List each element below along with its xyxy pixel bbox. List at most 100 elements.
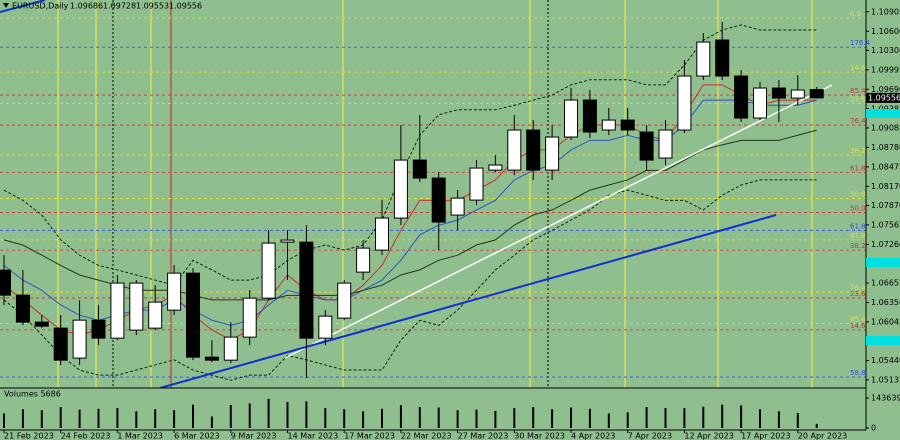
level-label: 76.4 bbox=[850, 117, 866, 125]
y-tick-label: 1.07870 bbox=[871, 201, 900, 210]
candle-body bbox=[790, 89, 805, 99]
ohlc-low: 1.09553 bbox=[136, 2, 169, 11]
candle-body bbox=[148, 301, 163, 329]
candle-body bbox=[450, 197, 465, 216]
candle-body bbox=[242, 297, 257, 338]
y-tick-label: 1.08475 bbox=[871, 162, 900, 171]
level-label: 23.6 bbox=[850, 290, 866, 298]
candle-body bbox=[167, 272, 182, 311]
candle-body bbox=[15, 294, 30, 323]
candle-body bbox=[261, 242, 276, 299]
candle-body bbox=[393, 159, 408, 219]
y-tick-label: 1.10300 bbox=[871, 46, 900, 55]
candle-body bbox=[601, 119, 616, 131]
level-label: 76.4 bbox=[850, 284, 866, 292]
indicator-line bbox=[3, 179, 817, 381]
candle-body bbox=[809, 89, 824, 99]
level-label: 85.4 bbox=[850, 87, 866, 95]
level-label: 14.6 bbox=[850, 322, 866, 330]
candle-body bbox=[375, 217, 389, 251]
x-tick-label: 7 Apr 2023 bbox=[628, 432, 672, 440]
candle-body bbox=[110, 282, 125, 339]
x-tick-label: 17 Apr 2023 bbox=[741, 432, 790, 440]
ohlc-high: 1.09728 bbox=[103, 2, 136, 11]
candle-body bbox=[469, 167, 484, 201]
candle-body bbox=[34, 321, 49, 327]
level-label: 50.0 bbox=[850, 190, 866, 198]
x-tick-label: 12 Apr 2023 bbox=[684, 432, 733, 440]
candle-body bbox=[356, 247, 371, 273]
candle-body bbox=[753, 87, 767, 119]
candle-body bbox=[412, 159, 427, 179]
candle-body bbox=[715, 39, 730, 77]
volume-tick-label: 0 bbox=[871, 424, 876, 433]
candle-body bbox=[91, 319, 106, 339]
candle-body bbox=[526, 129, 541, 171]
level-label: 0.0 bbox=[850, 10, 861, 18]
candle-body bbox=[299, 241, 314, 339]
ohlc-close: 1.09556 bbox=[169, 2, 202, 11]
y-tick-label: 1.08780 bbox=[871, 143, 900, 152]
price-marker bbox=[866, 258, 900, 267]
current-price-label: 1.09556 bbox=[868, 93, 900, 102]
header: EURUSD,Daily 1.09686 1.09728 1.09553 1.0… bbox=[3, 2, 202, 11]
level-label: 14.6 bbox=[850, 64, 866, 72]
level-label: 38.2 bbox=[850, 147, 866, 155]
candle-body bbox=[223, 336, 238, 361]
y-tick-label: 1.06350 bbox=[871, 298, 900, 307]
candle-body bbox=[129, 282, 144, 331]
price-marker bbox=[866, 109, 900, 118]
volume-label: Volumes 5686 bbox=[4, 390, 61, 399]
y-tick-label: 1.09995 bbox=[871, 65, 900, 74]
x-tick-label: 24 Feb 2023 bbox=[61, 432, 111, 440]
candle-body bbox=[337, 282, 352, 319]
trend-line bbox=[284, 84, 833, 359]
y-tick-label: 1.10600 bbox=[871, 27, 900, 36]
candle-body bbox=[545, 136, 560, 171]
candle-body bbox=[280, 239, 295, 243]
candle-body bbox=[186, 272, 200, 358]
candle-body bbox=[318, 315, 333, 339]
y-tick-label: 1.05440 bbox=[871, 356, 900, 365]
level-label: 61.8 bbox=[850, 222, 866, 230]
candle-body bbox=[488, 164, 503, 171]
x-tick-label: 1 Mar 2023 bbox=[117, 432, 163, 440]
ohlc-open: 1.09686 bbox=[70, 2, 103, 11]
candle-body bbox=[582, 99, 597, 133]
x-tick-label: 27 Mar 2023 bbox=[458, 432, 509, 440]
x-tick-label: 30 Mar 2023 bbox=[514, 432, 565, 440]
level-label: 176.4 bbox=[850, 39, 871, 47]
price-marker bbox=[866, 336, 900, 345]
candle-body bbox=[72, 319, 87, 359]
level-label: 61.8 bbox=[850, 164, 866, 172]
y-tick-label: 1.06045 bbox=[871, 317, 900, 326]
chart-title: EURUSD,Daily bbox=[12, 2, 69, 11]
candle-body bbox=[639, 131, 654, 161]
candle-body bbox=[677, 75, 692, 131]
candle-body bbox=[771, 87, 786, 99]
volume-tick-label: 143639 bbox=[871, 394, 900, 403]
candle-body bbox=[658, 129, 673, 159]
x-tick-label: 4 Apr 2023 bbox=[571, 432, 615, 440]
candle-body bbox=[431, 177, 446, 223]
y-tick-label: 1.07565 bbox=[871, 220, 900, 229]
candle-body bbox=[734, 75, 749, 119]
x-tick-label: 14 Mar 2023 bbox=[288, 432, 339, 440]
current-price-box bbox=[866, 92, 900, 103]
level-label: 50.0 bbox=[850, 204, 866, 212]
y-tick-label: 1.07260 bbox=[871, 240, 900, 249]
level-label: 38.2 bbox=[850, 242, 866, 250]
x-tick-label: 21 Feb 2023 bbox=[4, 432, 54, 440]
candle-body bbox=[53, 327, 68, 361]
candle-body bbox=[564, 99, 578, 138]
y-tick-label: 1.09385 bbox=[871, 104, 900, 113]
y-tick-label: 1.06655 bbox=[871, 278, 900, 287]
level-label: 85.4 bbox=[850, 315, 866, 323]
candle-body bbox=[0, 269, 11, 296]
candle-body bbox=[204, 356, 219, 361]
level-label: 23.6 bbox=[850, 95, 866, 103]
candle-body bbox=[507, 129, 522, 171]
trend-line bbox=[0, 0, 46, 13]
